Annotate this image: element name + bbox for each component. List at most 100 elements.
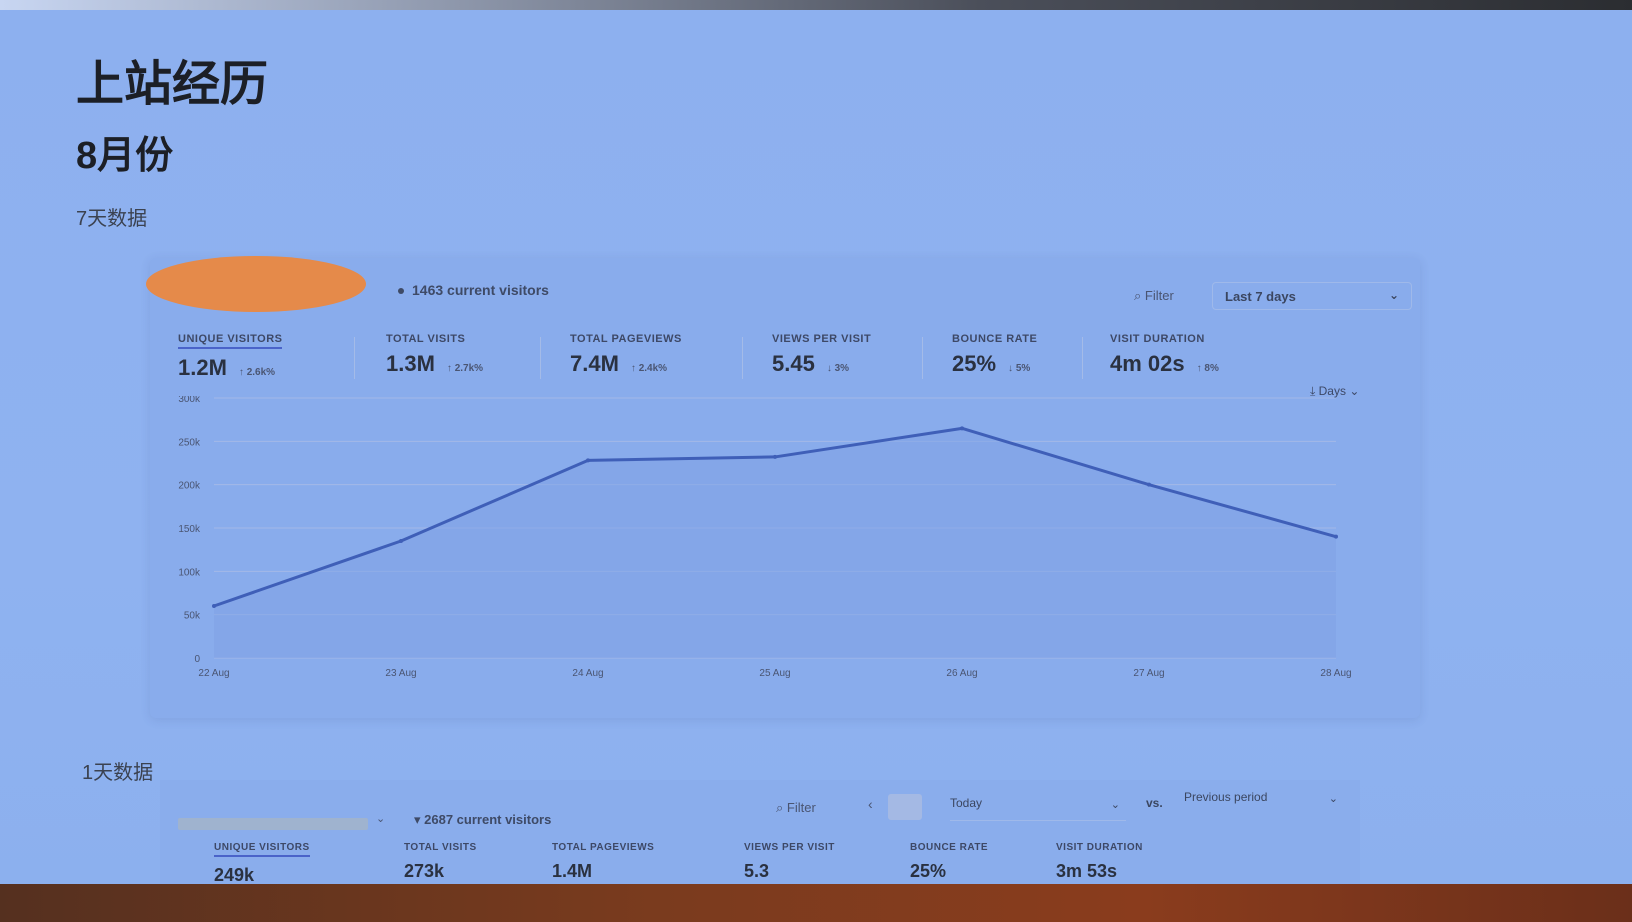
y-tick-label: 200k	[178, 481, 201, 492]
stat-divider	[742, 337, 743, 379]
stat-label: VIEWS PER VISIT	[744, 842, 835, 853]
live-dot-icon: ▾	[414, 812, 425, 827]
stat-label: BOUNCE RATE	[952, 333, 1038, 345]
y-tick-label: 250k	[178, 437, 201, 448]
site-selector-redacted[interactable]	[178, 818, 368, 830]
filter-label: Filter	[1144, 288, 1174, 303]
filter-label: Filter	[786, 800, 816, 815]
y-tick-label: 0	[194, 654, 200, 665]
monitor-bezel-bottom	[0, 884, 1632, 922]
stat-label: TOTAL PAGEVIEWS	[552, 842, 655, 853]
stat-value: 25%	[910, 861, 947, 881]
stat-value: 7.4M	[570, 351, 619, 376]
date-range-select[interactable]: Last 7 days ⌄	[1212, 282, 1412, 310]
current-visitors-label: 2687 current visitors	[424, 812, 552, 827]
stat-value: 1.3M	[386, 351, 435, 376]
stat-views-per-visit[interactable]: VIEWS PER VISIT 5.45 ↓ 3%	[772, 333, 871, 381]
x-tick-label: 26 Aug	[946, 668, 977, 679]
stat-change: ↓ 5%	[1008, 363, 1031, 374]
stat-value: 5.3	[744, 861, 770, 881]
date-range-select-today[interactable]: Today ⌄	[950, 796, 1126, 821]
monitor-bezel-top	[0, 0, 1632, 10]
stat-bounce-rate[interactable]: BOUNCE RATE 25%	[910, 842, 988, 890]
x-tick-label: 23 Aug	[385, 668, 416, 679]
stat-label: VISIT DURATION	[1056, 842, 1143, 853]
stat-change: ↑ 2.6k%	[238, 367, 276, 378]
y-tick-label: 150k	[178, 524, 201, 535]
current-visitors-label: 1463 current visitors	[412, 282, 549, 298]
stat-label: BOUNCE RATE	[910, 842, 989, 853]
stat-label: UNIQUE VISITORS	[178, 333, 283, 349]
x-tick-label: 22 Aug	[198, 668, 229, 679]
data-point	[1334, 534, 1338, 539]
y-tick-label: 50k	[184, 611, 201, 622]
live-dot-icon	[398, 288, 404, 295]
stat-value: 25%	[952, 351, 997, 376]
download-icon[interactable]: ⤓	[1310, 384, 1319, 398]
filter-button[interactable]: ⌕ Filter	[776, 800, 816, 816]
chevron-down-icon: ⌄	[1328, 793, 1338, 805]
stat-label: TOTAL VISITS	[404, 842, 477, 853]
data-point	[586, 458, 590, 463]
dashboard-1-day-panel	[160, 780, 1360, 884]
comparison-label: Previous period	[1184, 790, 1268, 804]
stat-total-pageviews[interactable]: TOTAL PAGEVIEWS 7.4M ↑ 2.4k%	[570, 333, 682, 381]
interval-label: Days	[1318, 384, 1346, 398]
stat-change: ↑ 2.7k%	[446, 363, 484, 374]
stat-label: TOTAL PAGEVIEWS	[570, 333, 682, 345]
data-point	[399, 539, 403, 543]
stat-value: 1.2M	[178, 355, 227, 380]
stat-total-pageviews[interactable]: TOTAL PAGEVIEWS 1.4M	[552, 842, 654, 890]
comparison-select[interactable]: Previous period ⌄	[1184, 790, 1344, 814]
visitors-line-chart: 0 50k 100k 150k 200k 250k 300k 22 Aug 23 Aug 24 A…	[178, 396, 1351, 679]
filter-button[interactable]: ⌕ Filter	[1134, 288, 1174, 304]
stat-change: ↓ 3%	[826, 363, 850, 374]
stat-label: VIEWS PER VISIT	[772, 333, 872, 345]
chevron-down-icon: ⌄	[376, 813, 386, 825]
x-tick-label: 27 Aug	[1133, 668, 1164, 679]
stat-bounce-rate[interactable]: BOUNCE RATE 25% ↓ 5%	[952, 333, 1037, 381]
stat-visit-duration[interactable]: VISIT DURATION 3m 53s	[1056, 842, 1143, 890]
chevron-down-icon: ⌄	[1388, 288, 1399, 302]
interval-select[interactable]: ⤓ Days ⌄	[1310, 384, 1359, 399]
site-logo-redacted	[146, 256, 366, 312]
stat-change: ↑ 8%	[1196, 363, 1219, 374]
stat-total-visits[interactable]: TOTAL VISITS 1.3M ↑ 2.7k%	[386, 333, 483, 381]
page-title: 上站经历	[76, 58, 269, 111]
page-subtitle: 8月份	[76, 135, 174, 177]
stat-value: 273k	[404, 861, 445, 881]
data-point	[960, 426, 964, 431]
x-tick-label: 24 Aug	[572, 668, 603, 679]
current-visitors-today[interactable]: ▾ 2687 current visitors	[414, 812, 551, 828]
data-point	[212, 604, 216, 608]
stat-divider	[354, 337, 355, 379]
stat-label: TOTAL VISITS	[386, 333, 466, 345]
stat-label: UNIQUE VISITORS	[214, 842, 310, 857]
stat-unique-visitors[interactable]: UNIQUE VISITORS 1.2M ↑ 2.6k%	[178, 333, 283, 381]
date-range-label: Last 7 days	[1225, 289, 1296, 304]
stat-visit-duration[interactable]: VISIT DURATION 4m 02s ↑ 8%	[1110, 333, 1219, 381]
stat-value: 3m 53s	[1056, 861, 1118, 881]
stat-unique-visitors[interactable]: UNIQUE VISITORS 249k	[214, 842, 310, 890]
stat-divider	[922, 337, 923, 379]
area-fill	[214, 428, 1336, 658]
stat-views-per-visit[interactable]: VIEWS PER VISIT 5.3	[744, 842, 835, 890]
y-tick-label: 100k	[178, 567, 201, 578]
stat-value: 249k	[214, 865, 255, 885]
current-visitors[interactable]: 1463 current visitors	[398, 282, 549, 298]
chevron-down-icon: ⌄	[1345, 384, 1360, 398]
search-icon: ⌕	[1134, 288, 1145, 303]
stat-divider	[1082, 337, 1083, 379]
chevron-down-icon: ⌄	[1110, 799, 1120, 811]
stat-change: ↑ 2.4k%	[630, 363, 668, 374]
stat-total-visits[interactable]: TOTAL VISITS 273k	[404, 842, 477, 890]
next-period-button[interactable]	[888, 794, 922, 820]
data-point	[1147, 482, 1151, 487]
section-label-7-days: 7天数据	[76, 208, 148, 230]
date-range-label: Today	[950, 796, 983, 810]
search-icon: ⌕	[776, 800, 787, 815]
stat-divider	[540, 337, 541, 379]
previous-period-arrow[interactable]: ‹	[868, 796, 873, 812]
stat-value: 1.4M	[552, 861, 593, 881]
x-tick-label: 28 Aug	[1320, 668, 1351, 679]
